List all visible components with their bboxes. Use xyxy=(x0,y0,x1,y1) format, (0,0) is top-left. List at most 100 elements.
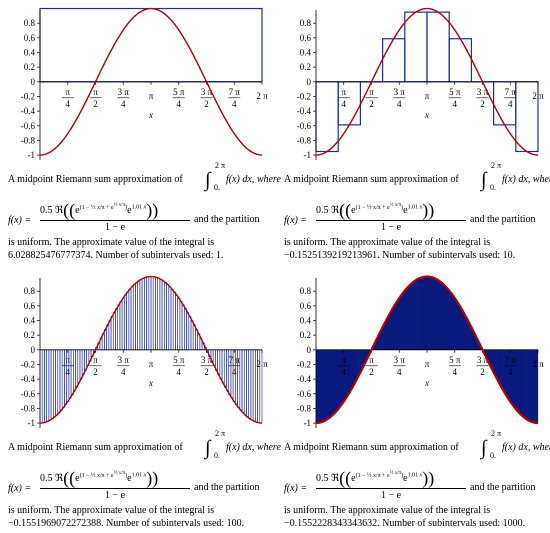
x-tick-label: 3 π4 xyxy=(393,355,405,377)
riemann-rect xyxy=(251,350,253,420)
integral-sign: ∫ xyxy=(205,438,210,458)
y-tick-label: -0.6 xyxy=(21,389,36,399)
svg-text:4: 4 xyxy=(176,99,181,109)
svg-text:4: 4 xyxy=(121,367,126,377)
svg-text:5 π: 5 π xyxy=(449,87,461,97)
x-tick-label: 7 π4 xyxy=(228,87,240,109)
y-tick-label: 0.8 xyxy=(24,18,36,28)
y-tick-label: -0.2 xyxy=(297,91,311,101)
y-tick-label: 0.4 xyxy=(300,47,312,57)
svg-text:3 π: 3 π xyxy=(394,87,406,97)
caption-prefix: A midpoint Riemann sum approximation of xyxy=(8,442,183,453)
integrand-text: f(x) dx, where xyxy=(502,174,550,186)
riemann-rect xyxy=(224,350,226,387)
riemann-rect xyxy=(160,279,162,349)
caption-line-4: −0.1551969072272388. Number of subinterv… xyxy=(8,518,244,530)
integral-lower-limit: 0. xyxy=(490,451,496,460)
riemann-rect xyxy=(246,350,248,417)
riemann-rect xyxy=(427,12,449,82)
x-tick-label: π xyxy=(149,91,154,101)
svg-text:2: 2 xyxy=(369,99,374,109)
riemann-rect xyxy=(62,350,64,408)
riemann-rect xyxy=(153,277,155,350)
riemann-rect xyxy=(253,350,255,422)
x-axis-label: x xyxy=(148,110,153,120)
svg-text:2: 2 xyxy=(93,99,98,109)
svg-text:π: π xyxy=(425,91,430,101)
riemann-rect xyxy=(51,350,53,419)
riemann-rect xyxy=(107,325,109,350)
formula-fraction-line xyxy=(316,488,466,489)
svg-text:2: 2 xyxy=(204,99,209,109)
riemann-rect xyxy=(47,350,49,422)
svg-text:4: 4 xyxy=(341,99,346,109)
svg-text:π: π xyxy=(149,359,154,369)
riemann-rect xyxy=(49,350,51,420)
riemann-rect xyxy=(184,309,186,350)
y-tick-label: -0.2 xyxy=(21,359,35,369)
y-tick-label: -0.8 xyxy=(21,135,36,145)
x-axis-label: x xyxy=(424,378,429,388)
svg-text:7 π: 7 π xyxy=(505,87,517,97)
formula-numerator: 0.5 ℜ((e(1 − ½ x/π + e½ x/π)e1.01 x)) xyxy=(316,197,476,218)
caption-line-4: −0.1525139219213961. Number of subinterv… xyxy=(284,250,515,262)
x-tick-label: 3 π4 xyxy=(393,87,405,109)
x-tick-label: π4 xyxy=(62,355,74,377)
riemann-rect xyxy=(113,313,115,350)
y-tick-label: 0.6 xyxy=(24,33,36,43)
caption-tail: and the partition xyxy=(194,214,260,226)
svg-text:4: 4 xyxy=(397,99,402,109)
svg-text:5 π: 5 π xyxy=(173,355,185,365)
x-tick-label: 2 π xyxy=(532,91,544,101)
riemann-rect xyxy=(40,9,262,82)
riemann-rect xyxy=(53,350,55,417)
riemann-rect xyxy=(124,295,126,350)
x-tick-label: 3 π4 xyxy=(117,355,129,377)
riemann-rect xyxy=(249,350,251,419)
x-tick-label: π xyxy=(425,359,430,369)
integral-lower-limit: 0. xyxy=(214,451,220,460)
svg-text:π: π xyxy=(93,355,98,365)
riemann-rect xyxy=(383,39,405,82)
y-tick-label: -0.4 xyxy=(297,106,312,116)
y-tick-label: -0.8 xyxy=(297,403,312,413)
y-tick-label: -0.6 xyxy=(21,121,36,131)
riemann-rect xyxy=(222,350,224,383)
riemann-rect xyxy=(240,350,242,411)
integral-lower-limit: 0. xyxy=(490,183,496,192)
svg-text:π: π xyxy=(93,87,98,97)
svg-text:π: π xyxy=(65,355,70,365)
riemann-rect xyxy=(73,350,75,391)
riemann-rect xyxy=(449,39,471,82)
riemann-rect xyxy=(78,350,80,383)
caption-line-1: A midpoint Riemann sum approximation of xyxy=(8,174,183,186)
caption-line-4: −0.1552228343343632. Number of subinterv… xyxy=(284,518,525,530)
y-tick-label: -0.2 xyxy=(21,91,35,101)
riemann-rect xyxy=(162,281,164,350)
y-tick-label: 0 xyxy=(31,77,36,87)
riemann-rect xyxy=(149,277,151,350)
x-axis-label: x xyxy=(424,110,429,120)
svg-text:4: 4 xyxy=(176,367,181,377)
caption-line-4: 6.028825476777374. Number of subinterval… xyxy=(8,250,224,262)
riemann-rect xyxy=(127,292,129,350)
y-tick-label: 0.6 xyxy=(24,301,36,311)
caption-prefix: A midpoint Riemann sum approximation of xyxy=(8,174,183,185)
x-tick-label: π xyxy=(149,359,154,369)
svg-text:2: 2 xyxy=(93,367,98,377)
y-tick-label: 0.4 xyxy=(24,315,36,325)
svg-text:π: π xyxy=(341,87,346,97)
svg-text:4: 4 xyxy=(121,99,126,109)
riemann-rect xyxy=(60,350,62,411)
riemann-rect xyxy=(109,321,111,350)
caption-prefix: A midpoint Riemann sum approximation of xyxy=(284,442,459,453)
y-tick-label: -1 xyxy=(28,418,36,428)
y-tick-label: -1 xyxy=(304,150,312,160)
riemann-rect xyxy=(138,281,140,350)
riemann-rect xyxy=(187,313,189,350)
riemann-rect xyxy=(151,277,153,350)
riemann-rect xyxy=(155,277,157,349)
svg-text:2: 2 xyxy=(480,99,485,109)
y-tick-label: 0.4 xyxy=(24,47,36,57)
